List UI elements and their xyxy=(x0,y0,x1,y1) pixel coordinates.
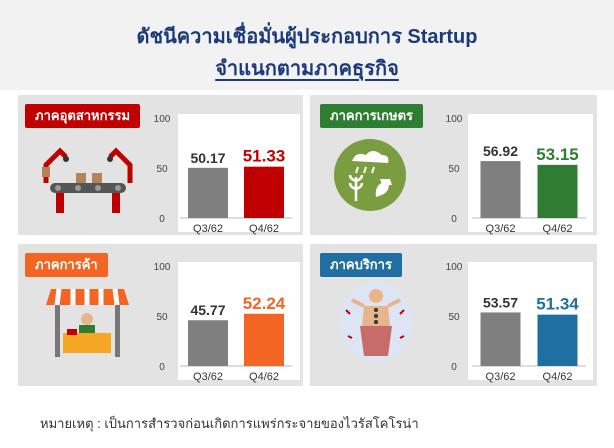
chart-service: 0 50 100 53.57 Q3/62 51.34 Q4/62 xyxy=(446,262,586,383)
y-tick-label: 0 xyxy=(451,362,457,373)
bar xyxy=(537,314,578,366)
page-title: ดัชนีความเชื่อมั่นผู้ประกอบการ Startup xyxy=(136,26,478,48)
data-label: 50.17 xyxy=(190,150,225,166)
shop-icon xyxy=(45,285,130,360)
bar xyxy=(244,313,284,366)
chart-industry: 0 50 100 50.17 Q3/62 51.33 Q4/62 xyxy=(154,114,292,235)
chart-agriculture: 0 50 100 56.92 Q3/62 53.15 Q4/62 xyxy=(446,114,586,235)
x-tick-label: Q3/62 xyxy=(193,223,223,235)
y-tick-label: 0 xyxy=(451,214,457,225)
page-subtitle: จำแนกตามภาคธุรกิจ xyxy=(0,52,614,84)
y-tick-label: 100 xyxy=(446,114,463,125)
chart-trade: 0 50 100 45.77 Q3/62 52.24 Q4/62 xyxy=(154,262,292,383)
bar xyxy=(244,166,284,218)
y-tick-label: 0 xyxy=(159,362,165,373)
sector-tag-agriculture: ภาคการเกษตร xyxy=(320,104,424,128)
y-tick-label: 100 xyxy=(154,262,171,273)
x-tick-label: Q3/62 xyxy=(193,371,223,383)
data-label: 52.24 xyxy=(243,294,286,313)
y-tick-label: 50 xyxy=(156,312,168,323)
spa-service-icon xyxy=(338,280,414,364)
x-tick-label: Q4/62 xyxy=(543,371,573,383)
x-tick-label: Q4/62 xyxy=(543,223,573,235)
data-label: 56.92 xyxy=(483,143,518,159)
footnote: หมายเหตุ : เป็นการสำรวจก่อนเกิดการแพร่กร… xyxy=(40,416,419,431)
data-label: 51.33 xyxy=(243,147,286,166)
data-label: 45.77 xyxy=(190,302,225,318)
sector-tag-industry: ภาคอุตสาหกรรม xyxy=(25,104,141,128)
sector-tag-trade: ภาคการค้า xyxy=(25,253,108,277)
bar xyxy=(188,320,228,366)
y-tick-label: 50 xyxy=(156,164,168,175)
y-tick-label: 100 xyxy=(446,262,463,273)
bar xyxy=(537,164,578,218)
y-tick-label: 0 xyxy=(159,214,165,225)
x-tick-label: Q3/62 xyxy=(486,223,516,235)
bar xyxy=(188,167,228,218)
data-label: 53.57 xyxy=(483,294,518,310)
page-subtitle-text: จำแนกตามภาคธุรกิจ xyxy=(215,58,399,80)
header-band xyxy=(0,0,614,90)
y-tick-label: 50 xyxy=(448,312,460,323)
x-tick-label: Q4/62 xyxy=(249,223,279,235)
sector-tag-service: ภาคบริการ xyxy=(320,253,402,277)
bar xyxy=(480,161,521,218)
y-tick-label: 50 xyxy=(448,164,460,175)
x-tick-label: Q3/62 xyxy=(486,371,516,383)
data-label: 53.15 xyxy=(536,145,579,164)
y-tick-label: 100 xyxy=(154,114,171,125)
agriculture-icon xyxy=(330,135,410,215)
factory-robot-icon xyxy=(38,135,138,220)
bar xyxy=(480,312,521,366)
x-tick-label: Q4/62 xyxy=(249,371,279,383)
data-label: 51.34 xyxy=(536,295,579,314)
